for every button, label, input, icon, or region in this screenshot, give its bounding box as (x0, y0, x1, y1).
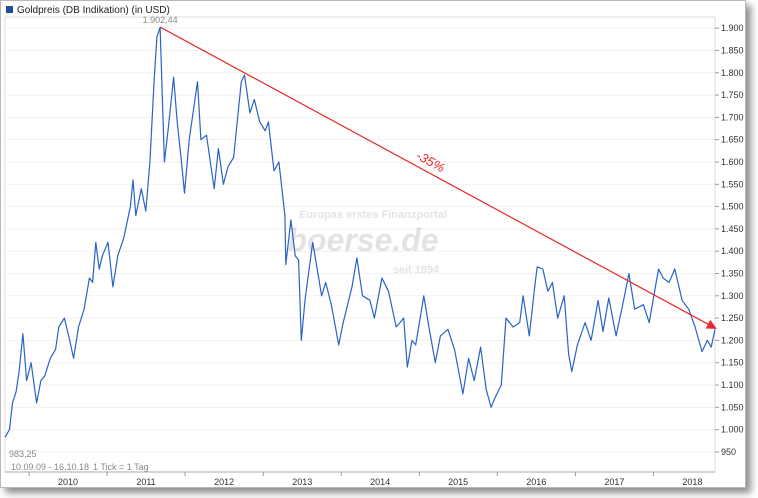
y-tick-label: 1.150 (721, 358, 744, 368)
y-tick-label: 1.500 (721, 202, 744, 212)
y-tick-label: 1.800 (721, 68, 744, 78)
y-tick-label: 1.100 (721, 380, 744, 390)
y-tick-label: 1.050 (721, 402, 744, 412)
plot-area (4, 16, 716, 473)
x-tick-label: 2016 (526, 477, 546, 487)
footer-tick-info: 1 Tick = 1 Tag (93, 462, 149, 472)
price-series-line (4, 26, 716, 438)
y-tick-label: 1.250 (721, 313, 744, 323)
y-tick-label: 1.300 (721, 291, 744, 301)
x-tick-label: 2012 (214, 477, 234, 487)
x-tick-label: 2014 (370, 477, 390, 487)
low-value-label: 983,25 (9, 449, 37, 459)
y-tick-label: 1.000 (721, 425, 744, 435)
y-tick-label: 1.400 (721, 246, 744, 256)
x-tick-label: 2015 (448, 477, 468, 487)
y-axis: 950 1.000 1.050 1.100 1.150 1.200 1.250 1.300 1.… (715, 23, 744, 457)
y-tick-label: 1.700 (721, 112, 744, 122)
y-tick-label: 1.600 (721, 157, 744, 167)
x-tick-label: 2017 (604, 477, 624, 487)
y-tick-label: 1.650 (721, 135, 744, 145)
x-axis: 2010 2011 2012 2013 2014 2015 2016 2017 2018 (5, 471, 715, 487)
watermark-since: seit 1994 (393, 264, 440, 276)
x-tick-label: 2013 (292, 477, 312, 487)
y-tick-label: 1.450 (721, 224, 744, 234)
trend-arrow (159, 26, 717, 329)
watermark: Europas erstes Finanzportal boerse.de se… (287, 209, 447, 276)
footer-date-range: 10.09.09 - 16.10.18 (11, 462, 89, 472)
x-tick-label: 2018 (682, 477, 702, 487)
high-value-label: 1.902,44 (143, 15, 178, 25)
legend-swatch (6, 6, 13, 13)
chart-frame: Goldpreis (DB Indikation) (in USD) 950 1.… (0, 0, 746, 488)
y-tick-label: 950 (721, 447, 736, 457)
x-tick-label: 2011 (136, 477, 155, 487)
gold-price-chart: Goldpreis (DB Indikation) (in USD) 950 1.… (4, 5, 744, 487)
y-tick-label: 1.550 (721, 179, 744, 189)
chart-title: Goldpreis (DB Indikation) (in USD) (17, 5, 170, 16)
y-tick-label: 1.750 (721, 90, 744, 100)
y-tick-label: 1.200 (721, 335, 744, 345)
watermark-tagline: Europas erstes Finanzportal (299, 209, 447, 221)
x-tick-label: 2010 (58, 477, 78, 487)
y-tick-label: 1.850 (721, 45, 744, 55)
watermark-brand: boerse.de (287, 222, 438, 258)
y-tick-label: 1.350 (721, 268, 744, 278)
grid-lines (5, 27, 715, 453)
y-tick-label: 1.900 (721, 23, 744, 33)
